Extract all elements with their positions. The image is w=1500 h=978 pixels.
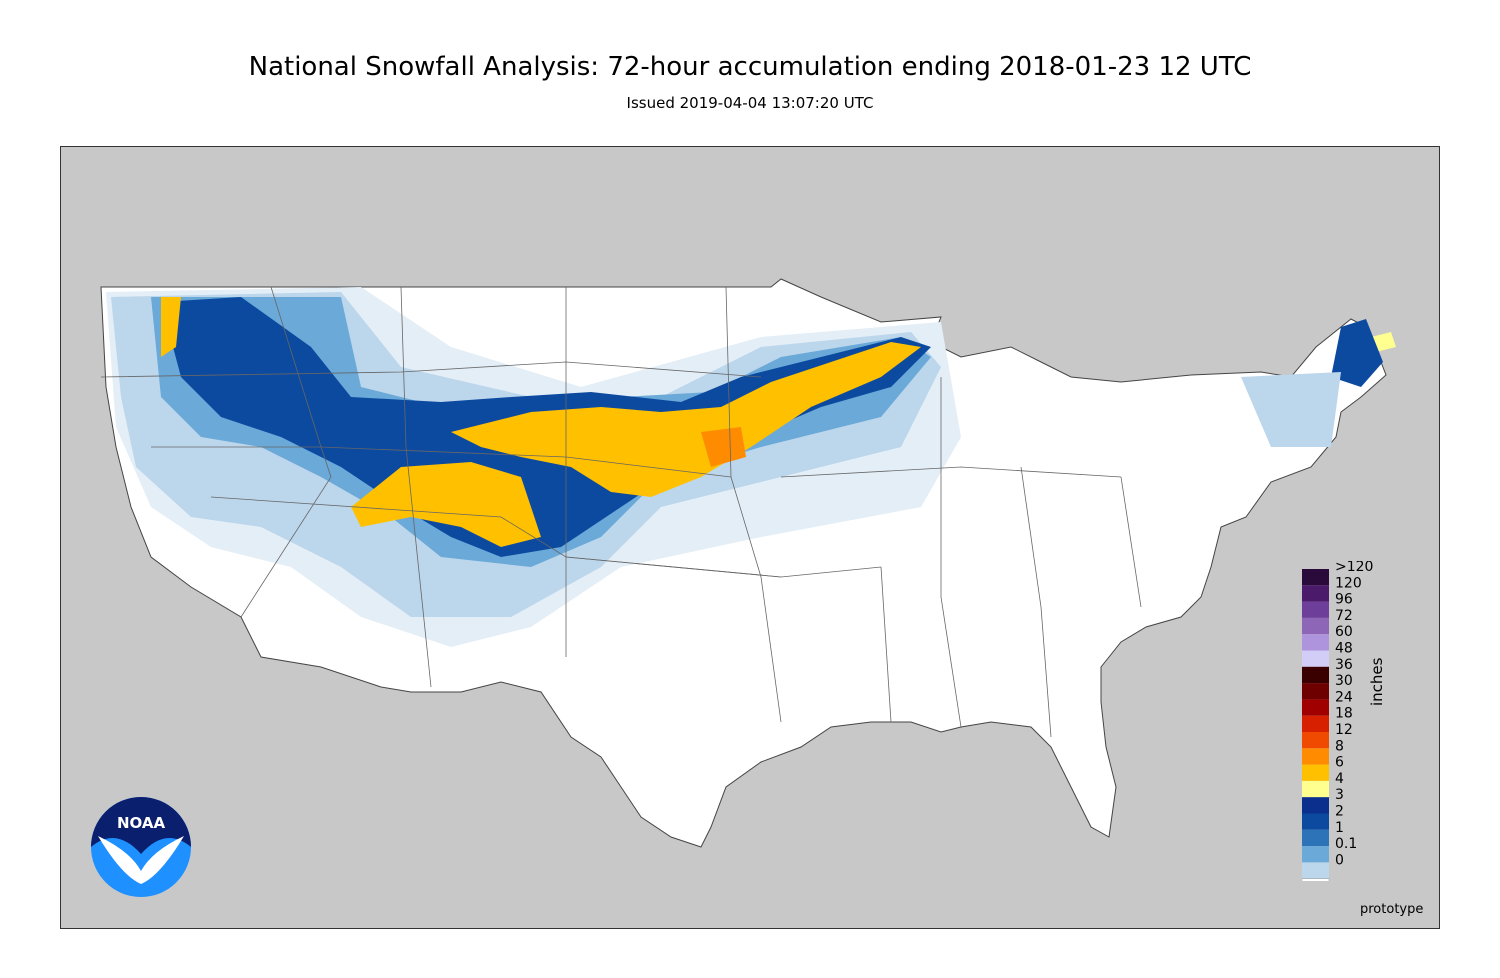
logo-top bbox=[91, 797, 191, 854]
legend-swatch bbox=[1302, 748, 1329, 765]
legend-label: 96 bbox=[1335, 592, 1353, 608]
legend-label: 3 bbox=[1335, 787, 1344, 803]
legend-label: 120 bbox=[1335, 575, 1362, 591]
noaa-logo-icon: NOAA bbox=[91, 797, 191, 897]
legend-swatch bbox=[1302, 764, 1329, 781]
snowfall-shading bbox=[106, 287, 1396, 647]
legend-label: 36 bbox=[1335, 657, 1353, 673]
legend-swatch bbox=[1302, 715, 1329, 732]
legend-swatch bbox=[1302, 569, 1329, 586]
map-canvas bbox=[61, 147, 1439, 928]
legend-label: 4 bbox=[1335, 771, 1344, 787]
legend-swatch bbox=[1302, 666, 1329, 684]
legend-swatch bbox=[1302, 813, 1329, 830]
legend-swatch bbox=[1302, 780, 1329, 798]
legend-swatch bbox=[1302, 634, 1329, 651]
logo-text: NOAA bbox=[117, 814, 166, 832]
legend-swatch bbox=[1302, 650, 1329, 667]
legend-label: 24 bbox=[1335, 689, 1353, 705]
legend-swatch bbox=[1302, 829, 1329, 847]
legend-unit-label: inches bbox=[1368, 657, 1386, 706]
legend-label: 48 bbox=[1335, 641, 1353, 657]
legend-label: 0 bbox=[1335, 852, 1344, 868]
legend-swatch bbox=[1302, 732, 1329, 749]
legend-label: 1 bbox=[1335, 820, 1344, 836]
legend-swatch bbox=[1302, 862, 1329, 879]
legend-label: 12 bbox=[1335, 722, 1353, 738]
prototype-note: prototype bbox=[1360, 902, 1424, 917]
legend-label: 60 bbox=[1335, 624, 1353, 640]
legend-label: 18 bbox=[1335, 706, 1353, 722]
legend-label: 0.1 bbox=[1335, 836, 1357, 852]
legend-swatch bbox=[1302, 846, 1329, 863]
legend-label: 30 bbox=[1335, 673, 1353, 689]
legend-swatch bbox=[1302, 617, 1329, 635]
legend-swatch bbox=[1302, 683, 1329, 700]
legend-swatch bbox=[1302, 601, 1329, 618]
map-title: National Snowfall Analysis: 72-hour accu… bbox=[248, 52, 1252, 82]
legend-label: 6 bbox=[1335, 755, 1344, 771]
snowfall-map bbox=[60, 146, 1440, 929]
legend-label: >120 bbox=[1335, 561, 1373, 575]
map-subtitle: Issued 2019-04-04 13:07:20 UTC bbox=[626, 94, 874, 112]
legend-swatch bbox=[1302, 699, 1329, 716]
legend-swatch bbox=[1302, 585, 1329, 602]
legend-label: 72 bbox=[1335, 608, 1353, 624]
legend-label: 2 bbox=[1335, 804, 1344, 820]
legend-label: 8 bbox=[1335, 738, 1344, 754]
legend-swatch-zero bbox=[1302, 878, 1330, 881]
legend-swatch bbox=[1302, 797, 1329, 814]
logo-gull bbox=[98, 836, 184, 884]
state-boundaries bbox=[100, 286, 1142, 738]
